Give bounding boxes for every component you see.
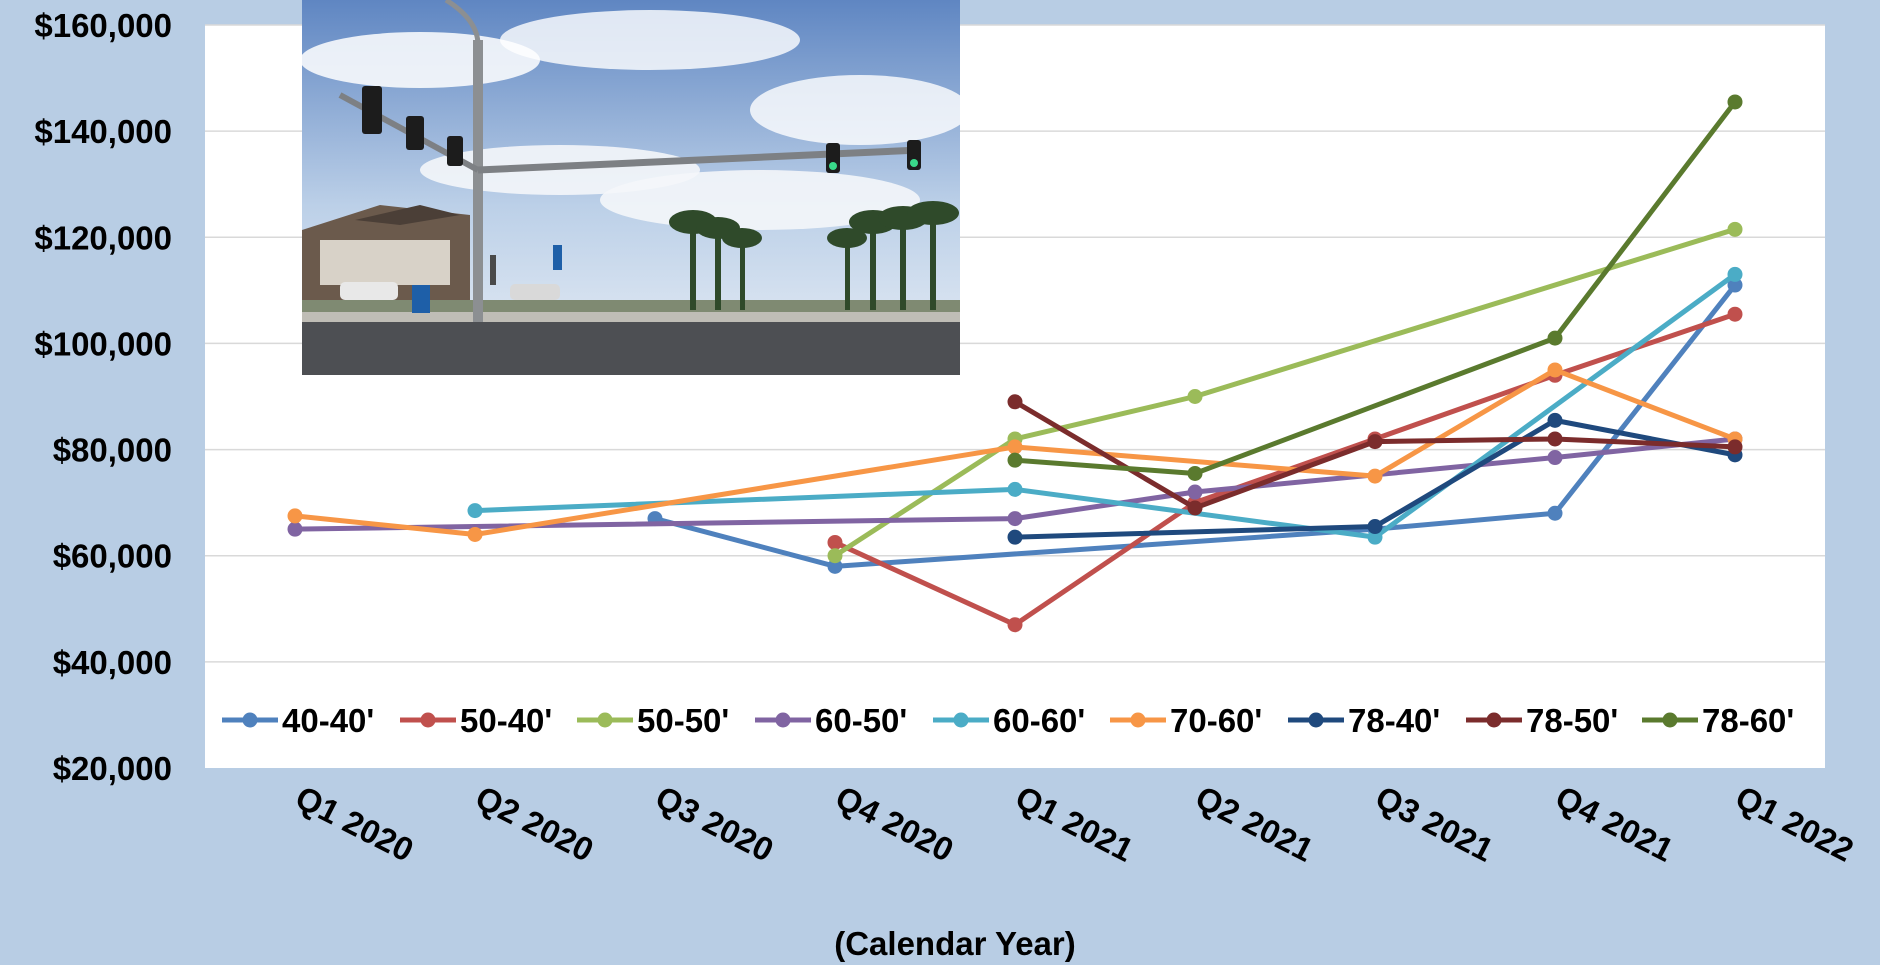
legend-swatch-marker	[953, 712, 969, 728]
legend-swatch-marker	[1308, 712, 1324, 728]
legend-item: 50-40'	[400, 702, 552, 739]
data-point	[1727, 277, 1743, 293]
legend-label: 60-50'	[815, 702, 907, 739]
data-point	[1187, 465, 1203, 481]
legend-label: 50-40'	[460, 702, 552, 739]
legend-item: 60-50'	[755, 702, 907, 739]
data-point	[827, 548, 843, 564]
data-point	[1727, 266, 1743, 282]
data-point	[1547, 431, 1563, 447]
y-tick-label: $140,000	[34, 113, 172, 150]
data-point	[1187, 500, 1203, 516]
series-2	[827, 221, 1743, 564]
y-tick-label: $80,000	[53, 432, 172, 469]
legend-label: 70-60'	[1170, 702, 1262, 739]
data-point	[827, 558, 843, 574]
data-point	[287, 508, 303, 524]
data-point	[1367, 434, 1383, 450]
legend-swatch-marker	[1130, 712, 1146, 728]
legend-item: 50-50'	[577, 702, 729, 739]
data-point	[1547, 330, 1563, 346]
data-point	[1547, 362, 1563, 378]
y-tick-label: $160,000	[34, 7, 172, 44]
street-photo	[302, 0, 960, 375]
data-point	[467, 526, 483, 542]
x-tick-label: Q4 2021	[1550, 778, 1680, 868]
data-point	[1187, 389, 1203, 404]
legend-swatch-marker	[1486, 712, 1502, 728]
legend-label: 78-40'	[1348, 702, 1440, 739]
legend-item: 78-50'	[1466, 702, 1618, 739]
y-axis-ticks: $20,000 $40,000 $60,000 $80,000 $100,000 $120…	[34, 7, 172, 787]
legend: 40-40' 50-40' 50-50' 60-50' 60-60' 70-60' 78-4…	[222, 702, 1794, 739]
legend-item: 60-60'	[933, 702, 1085, 739]
data-point	[1007, 529, 1023, 545]
x-tick-label: Q3 2021	[1370, 778, 1500, 868]
data-point	[1547, 450, 1563, 466]
data-point	[1007, 452, 1023, 468]
x-tick-label: Q2 2021	[1190, 778, 1320, 868]
x-tick-label: Q3 2020	[650, 778, 780, 868]
y-tick-label: $100,000	[34, 325, 172, 362]
data-point	[1547, 412, 1563, 428]
data-point	[1007, 439, 1023, 455]
x-tick-label: Q4 2020	[830, 778, 960, 868]
x-axis-ticks: Q1 2020 Q2 2020 Q3 2020 Q4 2020 Q1 2021 Q2 20…	[290, 778, 1860, 868]
y-tick-label: $60,000	[53, 538, 172, 575]
data-point	[1007, 511, 1023, 527]
data-point	[1367, 468, 1383, 484]
legend-item: 78-40'	[1288, 702, 1440, 739]
series-line	[292, 367, 1738, 537]
y-tick-label: $20,000	[53, 750, 172, 787]
legend-label: 78-50'	[1526, 702, 1618, 739]
data-point	[1367, 519, 1383, 535]
data-point	[1727, 221, 1743, 237]
data-point	[1547, 505, 1563, 521]
legend-label: 60-60'	[993, 702, 1085, 739]
legend-label: 40-40'	[282, 702, 374, 739]
data-point	[1727, 439, 1743, 455]
series-line	[1012, 417, 1738, 540]
series-line	[1012, 99, 1738, 476]
legend-swatch-marker	[1662, 712, 1678, 728]
legend-swatch-marker	[775, 712, 791, 728]
legend-item: 78-60'	[1642, 702, 1794, 739]
x-tick-label: Q1 2021	[1010, 778, 1140, 868]
y-tick-label: $120,000	[34, 219, 172, 256]
legend-swatch-marker	[597, 712, 613, 728]
x-tick-label: Q2 2020	[470, 778, 600, 868]
x-axis-label: (Calendar Year)	[834, 925, 1076, 962]
series-lines	[287, 94, 1743, 633]
data-point	[1007, 617, 1023, 633]
data-point	[1007, 481, 1023, 497]
legend-item: 70-60'	[1110, 702, 1262, 739]
series-line	[832, 226, 1738, 559]
legend-swatch-marker	[420, 712, 436, 728]
x-tick-label: Q1 2020	[290, 778, 420, 868]
data-point	[1007, 394, 1023, 410]
data-point	[1727, 94, 1743, 110]
data-point	[287, 521, 303, 537]
legend-swatch-marker	[242, 712, 258, 728]
legend-item: 40-40'	[222, 702, 374, 739]
data-point	[467, 503, 483, 519]
legend-label: 78-60'	[1702, 702, 1794, 739]
x-tick-label: Q1 2022	[1730, 778, 1860, 868]
series-5	[287, 362, 1743, 542]
legend-label: 50-50'	[637, 702, 729, 739]
data-point	[827, 534, 843, 550]
data-point	[1367, 529, 1383, 545]
y-tick-label: $40,000	[53, 644, 172, 681]
series-7	[1007, 394, 1743, 516]
data-point	[1727, 306, 1743, 322]
data-point	[1187, 484, 1203, 500]
series-8	[1007, 94, 1743, 481]
